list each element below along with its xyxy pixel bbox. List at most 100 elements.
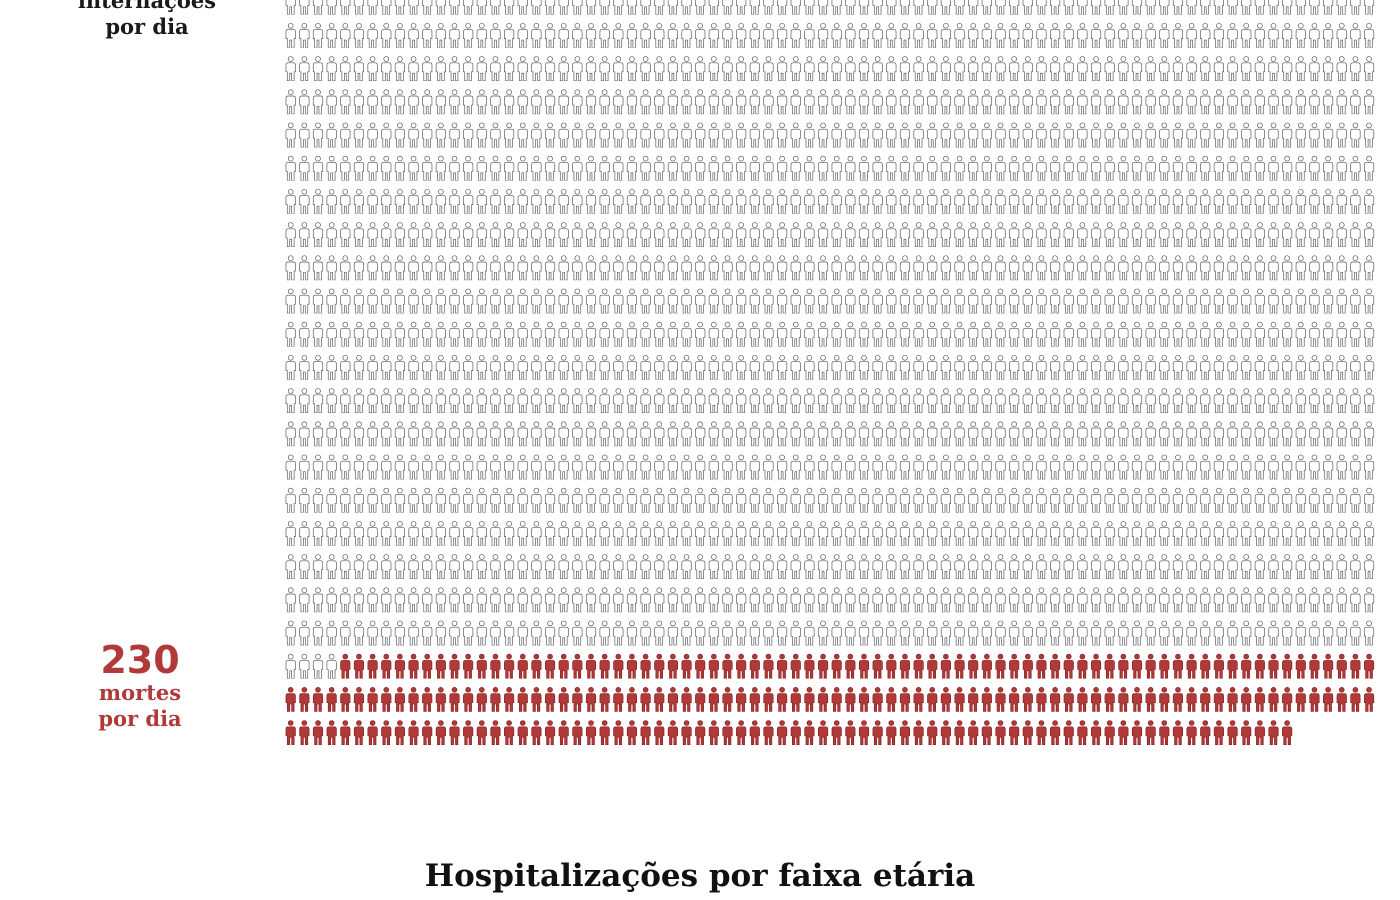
hospitalization-person-icon	[462, 487, 474, 513]
hospitalization-person-icon	[831, 56, 842, 81]
death-person-icon	[667, 720, 679, 745]
death-person-icon	[735, 720, 747, 745]
hospitalization-person-icon	[326, 554, 337, 579]
hospitalization-person-icon	[927, 587, 938, 613]
hospitalization-person-icon	[1254, 89, 1266, 115]
hospitalization-person-icon	[517, 520, 528, 546]
hospitalization-person-icon	[954, 89, 965, 115]
hospitalization-person-icon	[599, 388, 610, 413]
hospitalization-person-icon	[394, 0, 406, 15]
hospitalization-person-icon	[599, 288, 610, 314]
hospitalization-person-icon	[1172, 188, 1184, 214]
hospitalization-person-icon	[544, 56, 556, 81]
hospitalization-person-icon	[804, 520, 815, 546]
hospitalization-person-icon	[299, 487, 310, 513]
hospitalization-person-icon	[1008, 255, 1020, 281]
hospitalization-person-icon	[503, 520, 515, 546]
hospitalization-person-icon	[1336, 155, 1347, 181]
hospitalization-person-icon	[899, 454, 911, 480]
hospitalization-person-icon	[613, 155, 624, 181]
hospitalization-person-icon	[299, 89, 310, 115]
hospitalization-person-icon	[531, 155, 542, 181]
death-person-icon	[340, 720, 351, 745]
hospitalization-person-icon	[490, 255, 501, 281]
hospitalization-person-icon	[585, 188, 597, 214]
death-person-icon	[476, 653, 488, 679]
death-person-icon	[1240, 720, 1252, 745]
hospitalization-person-icon	[462, 155, 474, 181]
hospitalization-person-icon	[1200, 56, 1211, 81]
hospitalization-person-icon	[408, 155, 419, 181]
hospitalization-person-icon	[1008, 0, 1020, 15]
death-person-icon	[367, 720, 378, 745]
hospitalization-person-icon	[817, 122, 829, 148]
hospitalization-person-icon	[1350, 454, 1361, 480]
hospitalization-person-icon	[995, 288, 1006, 314]
hospitalization-person-icon	[763, 520, 774, 546]
death-person-icon	[476, 686, 488, 712]
hospitalization-person-icon	[544, 89, 556, 115]
hospitalization-person-icon	[572, 89, 583, 115]
hospitalization-person-icon	[1172, 421, 1184, 447]
hospitalization-person-icon	[1336, 587, 1347, 613]
hospitalization-person-icon	[1268, 222, 1279, 247]
hospitalization-person-icon	[312, 288, 324, 314]
hospitalization-person-icon	[886, 288, 897, 314]
hospitalization-person-icon	[790, 487, 801, 513]
hospitalization-person-icon	[831, 22, 842, 48]
death-person-icon	[763, 653, 774, 679]
hospitalization-person-icon	[544, 288, 556, 314]
hospitalization-person-icon	[817, 554, 829, 579]
hospitalization-person-icon	[995, 255, 1006, 281]
hospitalization-person-icon	[599, 454, 610, 480]
hospitalization-person-icon	[503, 587, 515, 613]
hospitalization-person-icon	[667, 487, 679, 513]
hospitalization-person-icon	[285, 620, 296, 646]
hospitalization-person-icon	[776, 321, 788, 347]
hospitalization-person-icon	[476, 554, 488, 579]
hospitalization-person-icon	[981, 22, 993, 48]
hospitalization-person-icon	[1090, 188, 1102, 214]
hospitalization-person-icon	[613, 288, 624, 314]
hospitalization-person-icon	[1159, 188, 1170, 214]
hospitalization-person-icon	[681, 454, 692, 480]
hospitalization-person-icon	[1131, 122, 1143, 148]
hospitalization-person-icon	[640, 0, 651, 15]
death-person-icon	[1008, 653, 1020, 679]
hospitalization-person-icon	[1090, 454, 1102, 480]
hospitalization-person-icon	[654, 587, 665, 613]
hospitalization-person-icon	[1036, 620, 1047, 646]
hospitalization-person-icon	[899, 321, 911, 347]
hospitalization-person-icon	[1350, 620, 1361, 646]
hospitalization-person-icon	[681, 487, 692, 513]
hospitalization-person-icon	[517, 487, 528, 513]
hospitalization-person-icon	[1240, 554, 1252, 579]
hospitalization-person-icon	[1322, 155, 1334, 181]
death-person-icon	[858, 653, 870, 679]
hospitalization-person-icon	[367, 122, 378, 148]
hospitalization-person-icon	[749, 89, 761, 115]
hospitalization-person-icon	[1145, 354, 1156, 380]
hospitalization-person-icon	[804, 354, 815, 380]
death-person-icon	[435, 720, 447, 745]
hospitalization-person-icon	[995, 620, 1006, 646]
hospitalization-person-icon	[1309, 255, 1320, 281]
hospitalization-person-icon	[1036, 288, 1047, 314]
death-person-icon	[449, 720, 460, 745]
hospitalization-person-icon	[886, 188, 897, 214]
hospitalization-person-icon	[845, 288, 856, 314]
hospitalization-person-icon	[599, 56, 610, 81]
hospitalization-person-icon	[1131, 388, 1143, 413]
hospitalization-person-icon	[1077, 22, 1088, 48]
hospitalization-person-icon	[435, 255, 447, 281]
hospitalization-person-icon	[954, 155, 965, 181]
hospitalization-person-icon	[531, 587, 542, 613]
hospitalization-person-icon	[899, 56, 911, 81]
hospitalization-person-icon	[1213, 22, 1225, 48]
hospitalization-person-icon	[613, 421, 624, 447]
hospitalization-person-icon	[1172, 587, 1184, 613]
hospitalization-person-icon	[995, 354, 1006, 380]
hospitalization-person-icon	[1172, 22, 1184, 48]
hospitalization-person-icon	[1159, 288, 1170, 314]
hospitalization-person-icon	[1104, 520, 1115, 546]
